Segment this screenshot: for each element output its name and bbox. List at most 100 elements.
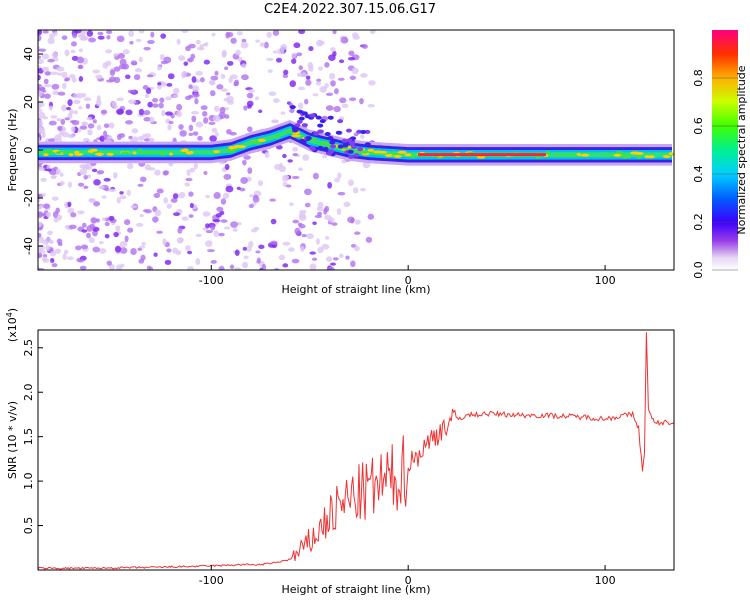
noise-speck [214,70,219,76]
snr-panel: -100 0 100 0.5 1.0 1.5 2.0 2.5 Height of straig… [5,308,675,596]
y-tick-label: -40 [22,237,35,255]
ridge-blob [234,144,241,148]
noise-speck [330,262,337,266]
branch-blob [298,116,305,121]
ridge-blob [274,135,280,139]
noise-speck [50,115,58,119]
noise-speck [142,209,149,213]
ridge-blob [185,151,193,155]
noise-speck [294,227,301,235]
branch-blob [327,136,334,141]
noise-speck [152,216,159,223]
noise-speck [117,52,125,59]
noise-speck [87,129,93,136]
noise-speck [287,159,293,163]
colorbar-label: Normalized spectral amplitude [735,65,748,234]
noise-speck [236,31,243,36]
noise-speck [193,162,198,170]
branch-blob [317,123,324,128]
noise-speck [113,66,121,72]
noise-speck [325,92,334,96]
noise-speck [43,203,50,209]
noise-speck [44,93,51,99]
noise-speck [283,69,289,75]
noise-speck [275,145,283,150]
noise-speck [67,99,73,106]
noise-speck [139,245,146,249]
noise-speck [60,118,66,125]
noise-speck [195,258,201,266]
noise-speck [273,98,280,103]
noise-speck [224,114,230,119]
ridge-blob [373,150,383,154]
noise-speck [137,183,144,187]
noise-speck [189,167,196,173]
ridge-blob [397,150,407,154]
noise-speck [49,257,55,264]
noise-speck [51,196,59,201]
noise-speck [93,201,101,207]
noise-speck [64,49,70,57]
noise-speck [144,133,152,139]
noise-speck [78,75,84,82]
y-tick-label: 0.5 [22,517,35,535]
ridge-blob [257,138,267,142]
noise-speck [229,264,235,270]
noise-speck [105,49,113,54]
noise-speck [266,57,274,62]
noise-speck [282,241,291,246]
noise-speck [89,223,96,230]
noise-speck [309,263,317,270]
noise-speck [115,225,121,232]
noise-speck [143,116,152,122]
noise-speck [55,168,61,174]
noise-speck [199,77,205,83]
noise-speck [349,97,357,102]
noise-speck [74,30,82,34]
noise-speck [119,240,128,248]
ridge-blob [630,151,641,155]
noise-speck [187,57,194,62]
branch-blob [353,153,360,158]
noise-speck [64,78,69,82]
noise-speck [156,65,162,71]
noise-speck [253,194,259,200]
snr-ylabel: SNR (10 * v/v) [6,401,19,479]
noise-speck [187,250,193,255]
branch-blob [319,119,326,124]
ridge-blob [362,150,368,154]
noise-speck [97,35,105,40]
noise-speck [319,85,327,93]
noise-speck [325,235,330,240]
branch-blob [360,129,367,134]
noise-speck [68,74,76,79]
noise-speck [38,120,44,127]
noise-speck [119,191,124,195]
noise-speck [38,58,44,65]
noise-speck [68,224,77,230]
noise-speck [176,237,184,244]
branch-blob [322,146,329,151]
noise-speck [200,105,208,111]
x-tick-label: -100 [199,574,224,587]
noise-speck [195,121,204,128]
noise-speck [248,203,254,209]
noise-speck [218,265,225,270]
noise-speck [280,43,288,51]
noise-speck [130,205,138,209]
branch-blob [347,149,354,154]
branch-blob [300,140,307,145]
noise-speck [105,60,112,66]
noise-speck [230,37,237,44]
noise-speck [255,250,261,254]
noise-speck [187,265,195,270]
noise-speck [116,35,125,43]
ridge-blob [228,149,237,153]
snr-xlabel: Height of straight line (km) [281,583,430,596]
noise-speck [191,111,199,115]
branch-blob [345,128,352,133]
noise-speck [130,248,137,255]
branch-blob [342,143,349,148]
noise-speck [246,100,254,107]
noise-speck [92,119,97,124]
